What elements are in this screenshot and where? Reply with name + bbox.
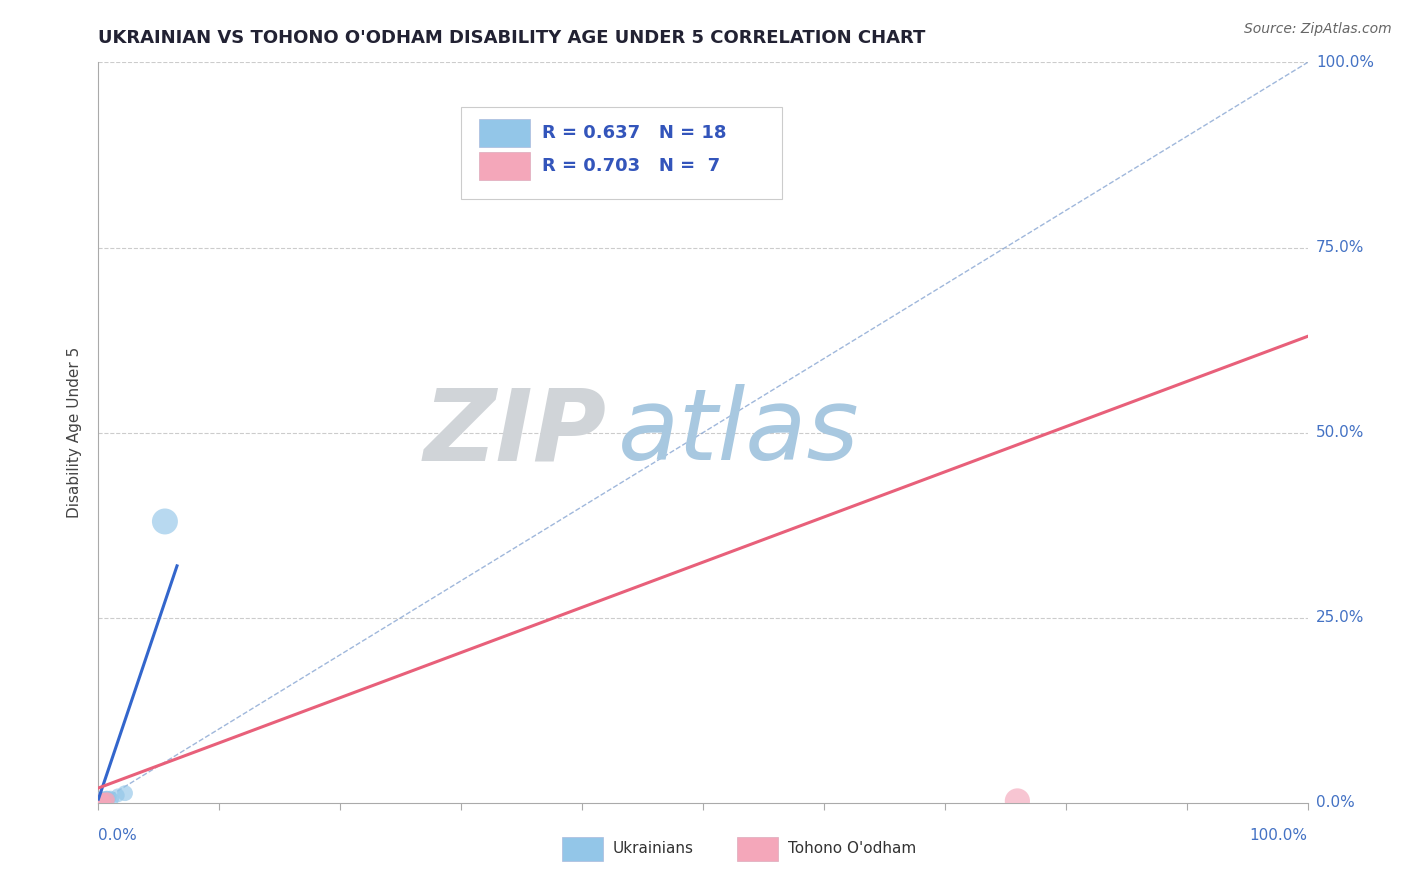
Point: [93, 794, 115, 808]
Point: [98, 792, 121, 806]
Point: [91, 794, 114, 808]
Text: 25.0%: 25.0%: [1316, 610, 1364, 625]
Point: [97, 791, 120, 805]
Text: Ukrainians: Ukrainians: [613, 841, 693, 856]
Point: [91, 794, 114, 808]
Text: Tohono O'odham: Tohono O'odham: [787, 841, 915, 856]
Point: [100, 789, 122, 804]
Text: ZIP: ZIP: [423, 384, 606, 481]
Text: R = 0.637   N = 18: R = 0.637 N = 18: [543, 124, 727, 142]
Point: [94, 791, 117, 805]
FancyBboxPatch shape: [461, 107, 782, 200]
Text: 50.0%: 50.0%: [1316, 425, 1364, 440]
Text: 100.0%: 100.0%: [1250, 828, 1308, 843]
Text: R = 0.703   N =  7: R = 0.703 N = 7: [543, 157, 720, 175]
FancyBboxPatch shape: [479, 119, 530, 147]
Point: [107, 789, 129, 803]
Point: [100, 792, 122, 806]
Point: [93, 792, 115, 806]
Point: [90, 793, 112, 807]
Text: 0.0%: 0.0%: [1316, 796, 1354, 810]
FancyBboxPatch shape: [561, 837, 603, 861]
FancyBboxPatch shape: [479, 152, 530, 180]
Point: [96, 793, 118, 807]
Point: [91, 793, 114, 807]
Point: [93, 794, 115, 808]
Text: atlas: atlas: [619, 384, 860, 481]
Point: [97, 792, 120, 806]
Text: 75.0%: 75.0%: [1316, 240, 1364, 255]
Point: [90, 794, 112, 808]
Point: [91, 794, 114, 808]
Text: 0.0%: 0.0%: [98, 828, 138, 843]
Point: [96, 790, 118, 805]
Y-axis label: Disability Age Under 5: Disability Age Under 5: [67, 347, 83, 518]
Point: [114, 786, 136, 800]
Point: [90, 795, 112, 809]
Point: [1007, 794, 1029, 808]
Point: [153, 515, 176, 529]
Text: 100.0%: 100.0%: [1316, 55, 1374, 70]
Point: [91, 792, 114, 806]
FancyBboxPatch shape: [737, 837, 778, 861]
Text: UKRAINIAN VS TOHONO O'ODHAM DISABILITY AGE UNDER 5 CORRELATION CHART: UKRAINIAN VS TOHONO O'ODHAM DISABILITY A…: [98, 29, 925, 47]
Point: [94, 792, 117, 806]
Point: [89, 795, 111, 809]
Text: Source: ZipAtlas.com: Source: ZipAtlas.com: [1244, 22, 1392, 37]
